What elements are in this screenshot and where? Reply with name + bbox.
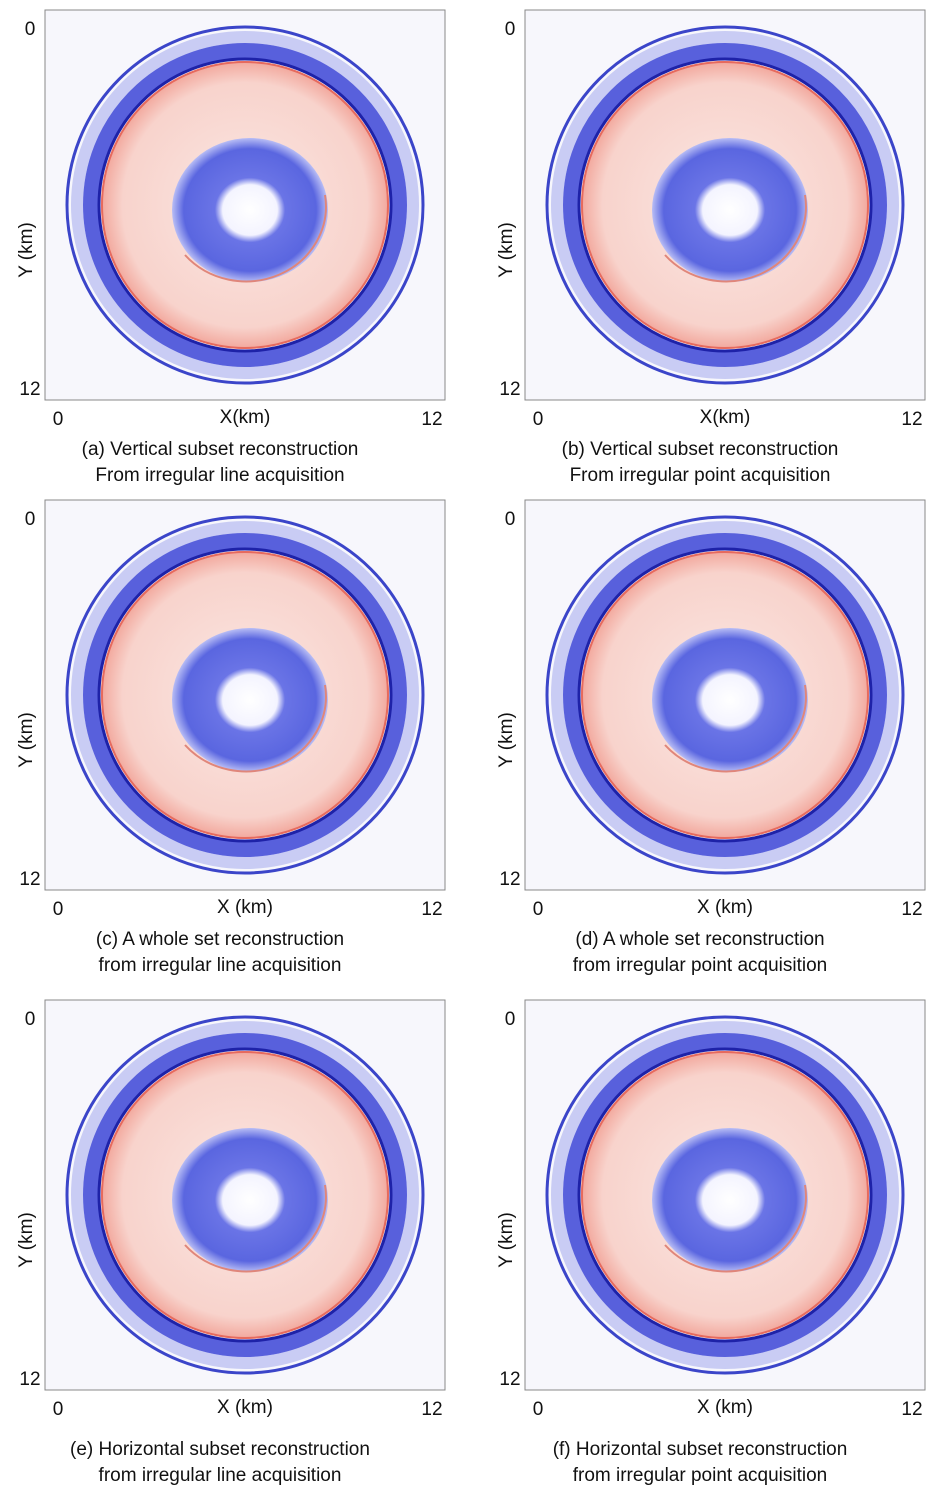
ring-halo	[551, 521, 899, 869]
y-tick-label: 12	[19, 1369, 40, 1390]
inner-blue	[172, 138, 328, 282]
dark-edge	[97, 547, 393, 843]
red-edge	[581, 61, 869, 349]
dark-edge	[577, 1047, 873, 1343]
inner-arc	[184, 1184, 327, 1273]
x-tick-label: 12	[901, 409, 922, 430]
outer-ring	[65, 1015, 425, 1375]
red-edge	[581, 551, 869, 839]
outer-ring	[545, 25, 905, 385]
x-tick-label: 12	[421, 1399, 442, 1420]
inner-blue	[172, 1128, 328, 1272]
panel: 0 12 Y (km) 0 X (km) 12 (d) A whole set recons…	[496, 499, 926, 976]
ring-halo	[71, 521, 419, 869]
y-tick-label: 12	[19, 379, 40, 400]
caption-line: From irregular point acquisition	[570, 465, 831, 486]
red-edge	[101, 61, 389, 349]
dark-edge	[97, 1047, 393, 1343]
x-tick-label: 0	[533, 899, 544, 920]
x-tick-label: 12	[421, 899, 442, 920]
inner-arc	[664, 1184, 807, 1273]
inner-blue	[652, 1128, 808, 1272]
y-axis-label: Y (km)	[496, 712, 517, 768]
inner-arc	[184, 684, 327, 773]
blue-band	[563, 533, 887, 857]
y-tick-label: 12	[499, 379, 520, 400]
y-tick-label: 12	[499, 869, 520, 890]
ring-halo	[551, 1021, 899, 1369]
outer-ring	[545, 1015, 905, 1375]
caption-line: (e) Horizontal subset reconstruction	[70, 1439, 370, 1460]
blue-band	[83, 43, 407, 367]
red-edge	[581, 1051, 869, 1339]
caption-line: (b) Vertical subset reconstruction	[562, 439, 839, 460]
y-tick-label: 12	[499, 1369, 520, 1390]
panel: 0 12 Y (km) 0 X(km) 12 (b) Vertical subset rec…	[496, 9, 926, 486]
red-edge	[101, 1051, 389, 1339]
x-axis-label: X(km)	[220, 407, 271, 428]
x-axis-label: X (km)	[697, 897, 753, 918]
caption-line: (d) A whole set reconstruction	[575, 929, 824, 950]
x-axis-label: X (km)	[697, 1397, 753, 1418]
inner-blue	[652, 138, 808, 282]
ring-halo	[551, 31, 899, 379]
red-edge	[101, 551, 389, 839]
ring-halo	[71, 1021, 419, 1369]
y-tick-label: 0	[25, 1009, 36, 1030]
x-tick-label: 0	[533, 1399, 544, 1420]
panel: 0 12 Y (km) 0 X (km) 12 (e) Horizontal subset …	[16, 999, 446, 1486]
y-tick-label: 0	[505, 19, 516, 40]
outer-ring	[65, 25, 425, 385]
y-axis-label: Y (km)	[496, 1212, 517, 1268]
caption-line: (c) A whole set reconstruction	[96, 929, 344, 950]
dark-edge	[97, 57, 393, 353]
caption-line: (f) Horizontal subset reconstruction	[553, 1439, 848, 1460]
x-tick-label: 0	[533, 409, 544, 430]
y-tick-label: 0	[505, 509, 516, 530]
x-tick-label: 12	[421, 409, 442, 430]
y-tick-label: 12	[19, 869, 40, 890]
blue-band	[83, 533, 407, 857]
y-tick-label: 0	[505, 1009, 516, 1030]
caption-line: from irregular point acquisition	[573, 1465, 828, 1486]
ring-halo	[71, 31, 419, 379]
panel: 0 12 Y (km) 0 X (km) 12 (f) Horizontal subset …	[496, 999, 926, 1486]
caption-line: From irregular line acquisition	[95, 465, 344, 486]
y-axis-label: Y (km)	[16, 222, 37, 278]
y-tick-label: 0	[25, 19, 36, 40]
caption-line: from irregular point acquisition	[573, 955, 828, 976]
dark-edge	[577, 57, 873, 353]
x-tick-label: 0	[53, 409, 64, 430]
blue-band	[563, 43, 887, 367]
inner-blue	[172, 628, 328, 772]
inner-arc	[664, 684, 807, 773]
inner-blue	[652, 628, 808, 772]
blue-band	[83, 1033, 407, 1357]
caption-line: (a) Vertical subset reconstruction	[82, 439, 359, 460]
caption-line: from irregular line acquisition	[99, 1465, 342, 1486]
x-tick-label: 0	[53, 899, 64, 920]
y-axis-label: Y (km)	[16, 712, 37, 768]
x-axis-label: X(km)	[700, 407, 751, 428]
blue-band	[563, 1033, 887, 1357]
panel: 0 12 Y (km) 0 X(km) 12 (a) Vertical subset rec…	[16, 9, 446, 486]
x-axis-label: X (km)	[217, 897, 273, 918]
inner-arc	[184, 194, 327, 283]
dark-edge	[577, 547, 873, 843]
panel: 0 12 Y (km) 0 X (km) 12 (c) A whole set recons…	[16, 499, 446, 976]
y-axis-label: Y (km)	[496, 222, 517, 278]
outer-ring	[65, 515, 425, 875]
x-axis-label: X (km)	[217, 1397, 273, 1418]
caption-line: from irregular line acquisition	[99, 955, 342, 976]
x-tick-label: 12	[901, 899, 922, 920]
x-tick-label: 0	[53, 1399, 64, 1420]
inner-arc	[664, 194, 807, 283]
y-axis-label: Y (km)	[16, 1212, 37, 1268]
x-tick-label: 12	[901, 1399, 922, 1420]
outer-ring	[545, 515, 905, 875]
y-tick-label: 0	[25, 509, 36, 530]
